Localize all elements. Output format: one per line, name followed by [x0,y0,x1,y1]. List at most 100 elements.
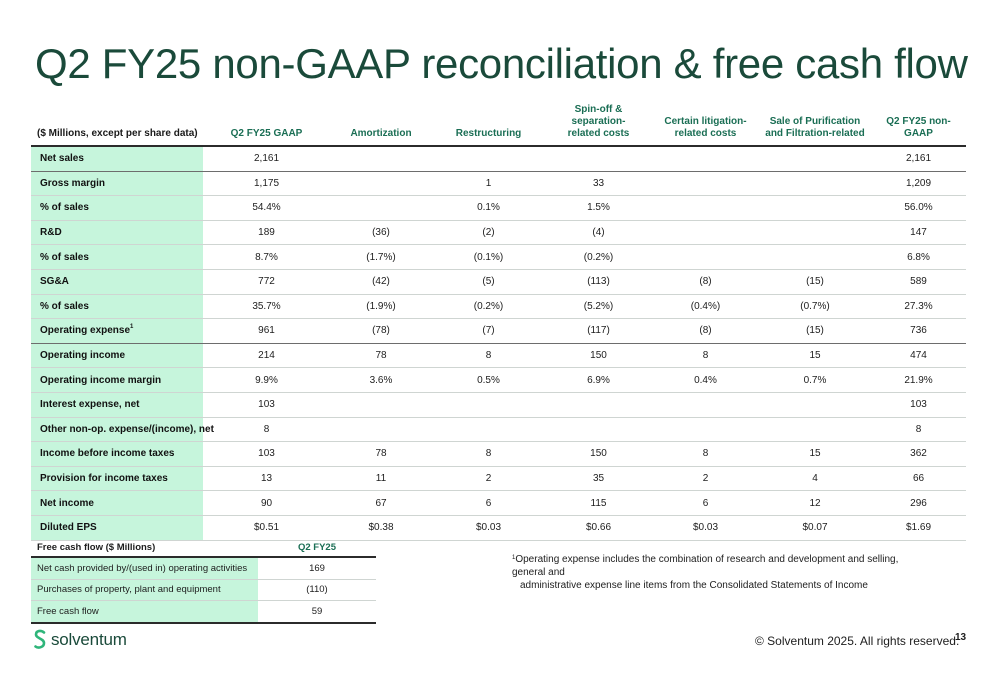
column-header-line: Q2 FY25 non-GAAP [886,116,951,139]
header-units-label: ($ Millions, except per share data) [31,98,203,146]
table-cell: 0.7% [759,367,871,393]
table-cell: (1.9%) [330,294,432,320]
table-cell: 736 [871,318,966,344]
row-label-text: % of sales [40,202,89,214]
table-cell: 1 [432,171,545,197]
table-cell: 4 [759,466,871,492]
table-cell: 0.5% [432,367,545,393]
page-number: 13 [955,632,967,643]
table-row: Operating income margin 9.9% 3.6% 0.5% 6.9% 0… [31,367,966,393]
table-cell [759,146,871,172]
row-label: R&D [31,220,203,246]
column-header: Certain litigation-related costs [652,98,759,146]
row-label-text: Net income [40,497,94,509]
table-cell: 9.9% [203,367,330,393]
table-cell: $0.38 [330,515,432,541]
table-cell: 35 [545,466,652,492]
column-header-line: related costs [674,128,737,139]
table-cell [652,146,759,172]
table-cell: 6.9% [545,367,652,393]
fcf-header-row: Free cash flow ($ Millions) Q2 FY25 [31,538,376,557]
table-cell [759,417,871,443]
column-header-line: and Filtration-related [765,128,865,139]
table-cell: 6 [652,490,759,516]
column-header: Amortization [330,98,432,146]
table-cell [759,195,871,221]
table-cell [759,392,871,418]
fcf-row: Net cash provided by/(used in) operating… [31,557,376,580]
table-cell: (0.2%) [545,244,652,270]
row-label-text: % of sales [40,251,89,263]
table-cell: (36) [330,220,432,246]
table-cell: 961 [203,318,330,344]
row-label: Diluted EPS [31,515,203,541]
table-row: SG&A 772 (42) (5) (113) (8) (15) 589 [31,269,966,295]
row-label: % of sales [31,195,203,221]
row-label-text: R&D [40,227,62,239]
table-cell: (0.1%) [432,244,545,270]
table-cell [330,392,432,418]
table-cell: 2,161 [871,146,966,172]
row-label: Gross margin [31,171,203,197]
table-cell [432,146,545,172]
table-cell [545,392,652,418]
fcf-header-period: Q2 FY25 [297,541,337,553]
table-cell: 8 [203,417,330,443]
table-cell: (5) [432,269,545,295]
table-cell: 150 [545,343,652,369]
table-cell: 33 [545,171,652,197]
row-label: Net sales [31,146,203,172]
table-cell: $0.03 [652,515,759,541]
table-cell [759,171,871,197]
row-label-text: Net sales [40,153,84,165]
table-cell: (42) [330,269,432,295]
table-row: R&D 189 (36) (2) (4) 147 [31,220,966,246]
table-cell: (1.7%) [330,244,432,270]
table-cell: 772 [203,269,330,295]
row-label-text: Operating expense [40,325,131,337]
table-cell: (2) [432,220,545,246]
table-cell: 0.4% [652,367,759,393]
table-cell: $0.07 [759,515,871,541]
row-label: % of sales [31,244,203,270]
table-cell: (5.2%) [545,294,652,320]
column-header: Q2 FY25 non-GAAP [871,98,966,146]
table-cell [330,195,432,221]
fcf-row: Purchases of property, plant and equipme… [31,579,376,601]
column-header: Restructuring [432,98,545,146]
fcf-row-label: Free cash flow [31,600,258,624]
row-label-text: Other non-op. expense/(income), net [40,423,214,435]
table-row: Net sales 2,161 2,161 [31,146,966,172]
fcf-row-value: 59 [258,600,376,624]
column-header-line: Q2 FY25 GAAP [230,128,303,139]
table-cell: 296 [871,490,966,516]
table-cell: 589 [871,269,966,295]
table-cell: 8.7% [203,244,330,270]
row-label: Net income [31,490,203,516]
table-row: Operating income 214 78 8 150 8 15 474 [31,343,966,369]
footnote-marker: 1 [512,555,516,561]
table-row: Diluted EPS $0.51 $0.38 $0.03 $0.66 $0.03 $0.0… [31,515,966,541]
table-cell: 35.7% [203,294,330,320]
table-cell: 27.3% [871,294,966,320]
table-cell [652,195,759,221]
table-cell: 103 [203,392,330,418]
table-cell: 3.6% [330,367,432,393]
table-cell: 8 [652,441,759,467]
table-cell: 21.9% [871,367,966,393]
table-cell: $1.69 [871,515,966,541]
table-row: % of sales 35.7% (1.9%) (0.2%) (5.2%) (0.4%)(… [31,294,966,320]
table-header-row: ($ Millions, except per share data) Q2 FY… [31,98,966,146]
table-cell: (8) [652,269,759,295]
row-label: Operating income margin [31,367,203,393]
table-row: Gross margin 1,175 1 33 1,209 [31,171,966,197]
table-cell: (0.2%) [432,294,545,320]
fcf-row: Free cash flow 59 [31,600,376,624]
table-cell: 78 [330,343,432,369]
table-cell: (0.4%) [652,294,759,320]
table-cell: 13 [203,466,330,492]
company-logo: solventum [33,629,127,651]
copyright-notice: © Solventum 2025. All rights reserved. [755,634,960,648]
table-cell [432,417,545,443]
table-cell: 2,161 [203,146,330,172]
